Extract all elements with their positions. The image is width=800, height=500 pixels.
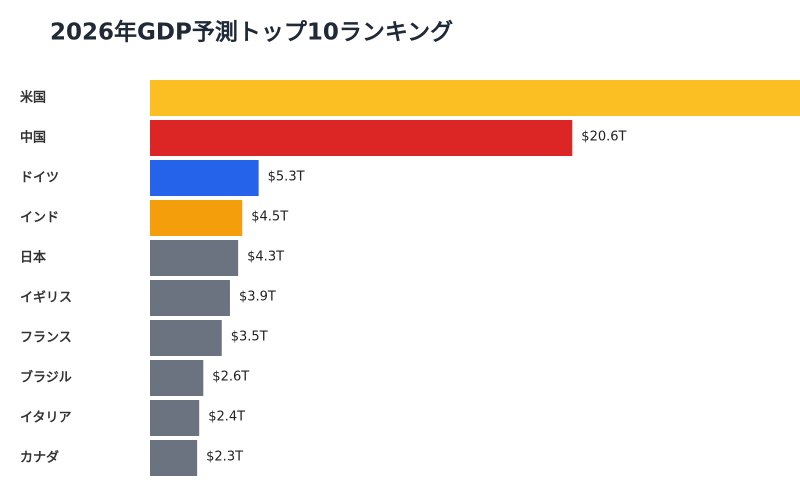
bar <box>150 320 222 356</box>
bar <box>150 160 259 196</box>
category-label: イギリス <box>20 290 72 306</box>
bar <box>150 200 243 236</box>
value-label: $2.3T <box>206 450 243 465</box>
value-label: $3.9T <box>239 290 276 305</box>
value-label: $5.3T <box>268 170 305 185</box>
chart-title: 2026年GDP予測トップ10ランキング <box>50 19 453 46</box>
bar <box>150 240 239 276</box>
bar <box>150 360 204 396</box>
category-label: カナダ <box>20 450 59 466</box>
value-label: $2.6T <box>212 370 249 385</box>
bar <box>150 80 800 116</box>
category-label: 日本 <box>20 250 46 266</box>
bar <box>150 120 573 156</box>
value-label: $3.5T <box>231 330 268 345</box>
bar <box>150 280 230 316</box>
value-label: $20.6T <box>581 130 626 145</box>
category-label: 中国 <box>20 130 46 146</box>
value-label: $2.4T <box>208 410 245 425</box>
category-label: フランス <box>20 331 72 346</box>
category-label: インド <box>20 211 59 226</box>
bar <box>150 400 200 436</box>
category-label: ドイツ <box>20 171 59 186</box>
value-label: $4.5T <box>251 210 288 225</box>
category-label: イタリア <box>20 411 71 426</box>
category-label: ブラジル <box>20 370 72 386</box>
category-label: 米国 <box>20 90 46 106</box>
value-label: $4.3T <box>247 250 284 265</box>
bar <box>150 440 198 476</box>
